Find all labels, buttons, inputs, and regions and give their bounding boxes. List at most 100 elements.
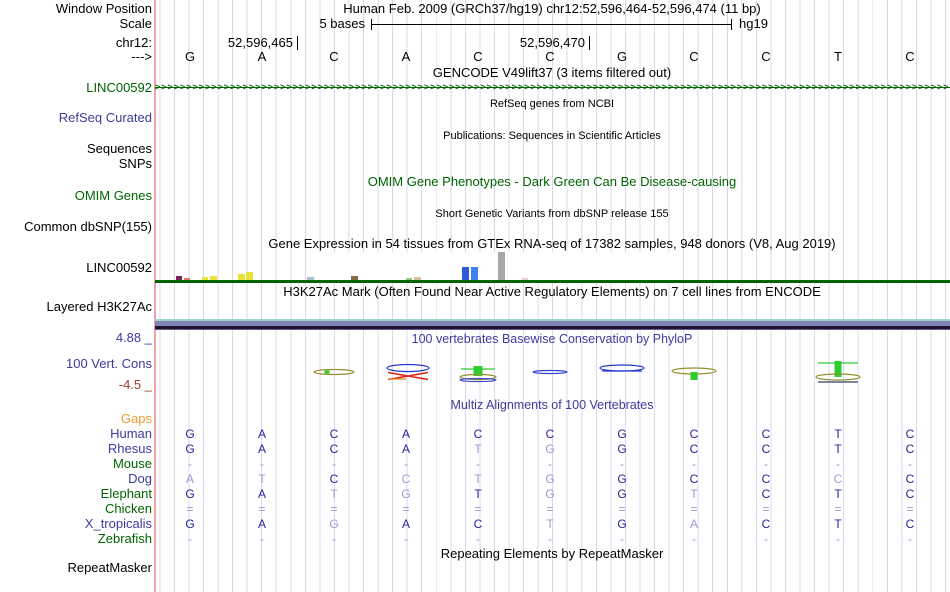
align-base: =	[402, 502, 410, 516]
align-base: C	[401, 472, 411, 486]
gencode-gene-item[interactable]: >>>>>>>>>>>>>>>>>>>>>>>>>>>>>>>>>>>>>>>>…	[155, 82, 950, 93]
base-letter: T	[834, 49, 842, 64]
align-base: C	[905, 442, 915, 456]
base-letter: C	[545, 49, 555, 64]
align-base: G	[545, 472, 555, 486]
row-label-species-human[interactable]: Human	[110, 426, 152, 441]
align-base: -	[836, 532, 840, 546]
align-base: T	[258, 472, 266, 486]
row-label-scale: Scale	[119, 16, 152, 31]
row-label-repeatmasker[interactable]: RepeatMasker	[67, 560, 152, 575]
track-title-gencode[interactable]: GENCODE V49lift37 (3 items filtered out)	[432, 65, 672, 80]
align-base: G	[185, 442, 195, 456]
scale-bar-right-tick	[731, 19, 732, 30]
base-letter: C	[761, 49, 771, 64]
row-label-omim[interactable]: OMIM Genes	[74, 188, 152, 203]
row-label-refseq[interactable]: RefSeq Curated	[58, 110, 152, 125]
align-base: G	[185, 427, 195, 441]
cons-glyph-part	[532, 369, 568, 375]
gtex-bar	[406, 278, 412, 280]
align-base: G	[545, 487, 555, 501]
align-base: C	[761, 442, 771, 456]
align-base: =	[906, 502, 914, 516]
align-base: =	[330, 502, 338, 516]
align-base: C	[329, 472, 339, 486]
track-title-publications[interactable]: Publications: Sequences in Scientific Ar…	[443, 130, 661, 142]
gtex-baseline	[155, 280, 950, 283]
align-base: G	[185, 487, 195, 501]
track-title-h3k27ac[interactable]: H3K27Ac Mark (Often Found Near Active Re…	[283, 284, 821, 299]
align-base: -	[260, 457, 264, 471]
row-label-publications-snps[interactable]: SNPs	[118, 156, 152, 171]
track-title-conservation[interactable]: 100 vertebrates Basewise Conservation by…	[411, 332, 693, 346]
row-label-gtex-gene[interactable]: LINC00592	[86, 260, 152, 275]
row-label-chrom: chr12:	[115, 35, 152, 50]
h3k27ac-layer	[155, 320, 950, 326]
align-base: C	[473, 517, 483, 531]
row-label-species-elephant[interactable]: Elephant	[100, 486, 152, 501]
align-base: -	[692, 532, 696, 546]
gtex-bar	[522, 278, 528, 280]
row-label-species-dog[interactable]: Dog	[128, 471, 152, 486]
h3k27ac-layered-band[interactable]	[155, 319, 950, 330]
align-base: C	[473, 427, 483, 441]
align-base: -	[764, 457, 768, 471]
row-label-species-chicken[interactable]: Chicken	[105, 501, 152, 516]
align-base: T	[474, 472, 482, 486]
gtex-bar	[184, 278, 190, 280]
align-base: T	[474, 442, 482, 456]
align-base: G	[617, 487, 627, 501]
row-label-gencode-item[interactable]: LINC00592	[86, 80, 152, 95]
align-base: G	[617, 442, 627, 456]
cons-glyph-part	[459, 377, 497, 383]
align-base: -	[476, 457, 480, 471]
align-base: -	[692, 457, 696, 471]
align-base: T	[690, 487, 698, 501]
align-base: -	[332, 457, 336, 471]
row-label-h3k27ac[interactable]: Layered H3K27Ac	[46, 299, 152, 314]
align-base: G	[545, 442, 555, 456]
track-title-dbsnp[interactable]: Short Genetic Variants from dbSNP releas…	[435, 208, 669, 220]
align-base: T	[834, 442, 842, 456]
align-base: T	[330, 487, 338, 501]
align-base: =	[690, 502, 698, 516]
align-base: C	[761, 517, 771, 531]
align-base: -	[548, 457, 552, 471]
gtex-bar	[202, 277, 208, 280]
align-base: -	[188, 457, 192, 471]
align-base: =	[474, 502, 482, 516]
track-title-refseq[interactable]: RefSeq genes from NCBI	[489, 98, 615, 110]
track-title-omim[interactable]: OMIM Gene Phenotypes - Dark Green Can Be…	[367, 174, 737, 189]
row-label-dbsnp[interactable]: Common dbSNP(155)	[24, 219, 152, 234]
base-letter: G	[184, 49, 196, 64]
phylop-conservation-glyphs	[313, 361, 861, 383]
align-base: -	[548, 532, 552, 546]
cons-glyph-part	[690, 372, 698, 380]
row-label-species-zebrafish[interactable]: Zebrafish	[97, 531, 152, 546]
track-title-repeatmasker[interactable]: Repeating Elements by RepeatMasker	[440, 546, 664, 561]
gtex-bar	[238, 274, 245, 280]
base-letter: C	[473, 49, 483, 64]
gtex-bar	[462, 267, 469, 280]
align-base: G	[617, 427, 627, 441]
scale-bar-left-tick	[371, 19, 372, 30]
align-base: T	[834, 427, 842, 441]
align-base: =	[834, 502, 842, 516]
scale-value: 5 bases	[319, 16, 365, 31]
gtex-bar	[176, 276, 182, 280]
row-label-conservation[interactable]: 100 Vert. Cons	[66, 356, 152, 371]
align-base: -	[476, 532, 480, 546]
row-label-publications-sequences[interactable]: Sequences	[86, 141, 152, 156]
window-left-edge-line	[154, 0, 156, 592]
align-base: A	[401, 427, 410, 441]
gtex-bar	[414, 277, 421, 280]
base-letter: C	[689, 49, 699, 64]
row-label-species-mouse[interactable]: Mouse	[112, 456, 152, 471]
track-title-gtex[interactable]: Gene Expression in 54 tissues from GTEx …	[268, 236, 836, 251]
row-label-species-x_tropicalis[interactable]: X_tropicalis	[84, 516, 152, 531]
row-label-species-rhesus[interactable]: Rhesus	[107, 441, 152, 456]
cons-glyph-part	[386, 363, 430, 373]
align-base: A	[257, 427, 266, 441]
row-label-gaps[interactable]: Gaps	[120, 411, 152, 426]
track-title-multiz[interactable]: Multiz Alignments of 100 Vertebrates	[450, 398, 654, 412]
